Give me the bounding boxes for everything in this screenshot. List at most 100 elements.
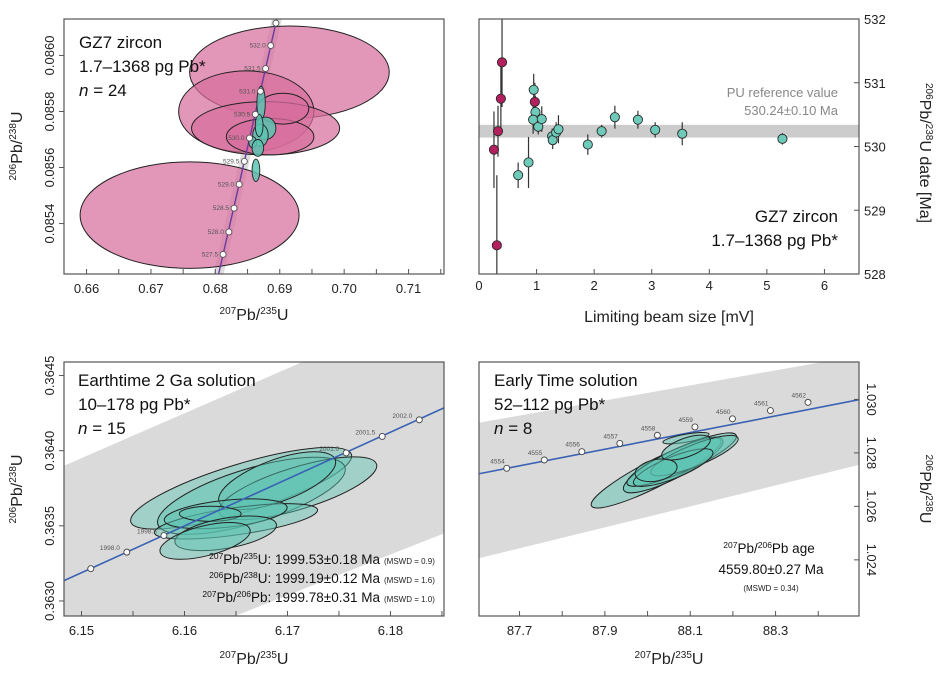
x-tick-label: 0.70 bbox=[332, 281, 357, 296]
error-ellipse-teal bbox=[218, 456, 378, 521]
concordia-age-marker bbox=[540, 456, 548, 464]
concordia-age-marker bbox=[160, 532, 168, 540]
panel-earthtime-2ga: 1998.0 1998.5 2001.0 2001.5 2002.0 6.15 6.16 6.… bbox=[8, 356, 445, 668]
panel-title-n: n = 24 bbox=[79, 81, 127, 100]
y-tick-label: 0.0860 bbox=[42, 36, 57, 76]
superscript: 207 bbox=[723, 540, 737, 550]
data-point-teal bbox=[528, 84, 539, 95]
result-line: 207Pb/206Pb: 1999.78±0.31 Ma bbox=[202, 589, 380, 605]
annotation-line2: 1.7–1368 pg Pb* bbox=[711, 231, 838, 250]
concordia-age-marker bbox=[691, 423, 699, 431]
label-part: U: 1999.19±0.12 Ma bbox=[258, 571, 381, 586]
data-point-teal bbox=[609, 112, 620, 123]
concordia-age-label: 531.5 bbox=[244, 66, 261, 73]
concordia-age-marker bbox=[729, 415, 736, 423]
y-tick-label: 0.0856 bbox=[42, 148, 57, 188]
concordia-age-marker bbox=[123, 548, 131, 556]
result-age: 4559.80±0.27 Ma bbox=[719, 562, 824, 577]
error-ellipse-teal bbox=[251, 139, 265, 157]
concordia-age-label: 4555 bbox=[528, 450, 543, 457]
panel-gz7-beam-size: PU reference value 530.24±0.10 Ma 0 1 2 3 4 5 6 5… bbox=[475, 12, 934, 326]
reference-value: 530.24±0.10 Ma bbox=[744, 103, 839, 118]
error-ellipse-teal bbox=[661, 434, 711, 461]
x-tick-label: 87.7 bbox=[507, 623, 532, 638]
label-part: Pb/ bbox=[9, 482, 26, 507]
concordia-age-label: 2001.5 bbox=[355, 429, 375, 436]
superscript: 206 bbox=[8, 506, 19, 523]
superscript: 207 bbox=[220, 306, 237, 317]
concordia-age-marker bbox=[256, 87, 264, 95]
plot-frame bbox=[63, 361, 445, 617]
y-tick-label: 1.030 bbox=[864, 383, 879, 416]
label-part: Pb/ bbox=[236, 651, 261, 668]
concordia-age-marker bbox=[87, 565, 95, 573]
error-ellipse-teal bbox=[254, 113, 264, 138]
concordia-age-marker bbox=[235, 180, 243, 188]
y-tick-label: 1.026 bbox=[864, 490, 879, 523]
panel-gz7-concordia: 527.5 528.0 528.5 529.0 529.5 530.0 530.5 531.0… bbox=[8, 18, 445, 324]
reference-label: PU reference value bbox=[727, 85, 838, 100]
data-point-teal bbox=[650, 124, 661, 135]
concordia-age-marker bbox=[267, 42, 275, 50]
concordia-age-label: 531.0 bbox=[239, 88, 256, 95]
concordia-age-label: 528.5 bbox=[213, 205, 230, 212]
label-part: Pb/ bbox=[651, 651, 676, 668]
concordia-age-marker bbox=[503, 464, 511, 472]
y-tick-label: 530 bbox=[864, 140, 886, 155]
concordia-age-label: 4556 bbox=[565, 442, 580, 449]
y-tick-label: 529 bbox=[864, 203, 886, 218]
concordia-age-label: 4560 bbox=[716, 409, 731, 416]
error-ellipse-teal bbox=[634, 458, 678, 483]
concordia-age-marker bbox=[804, 398, 812, 406]
superscript: 238 bbox=[923, 124, 934, 141]
data-point-pink bbox=[495, 93, 506, 104]
superscript: 238 bbox=[8, 123, 19, 140]
label-part: U date [Ma] bbox=[916, 140, 933, 223]
concordia-age-label: 1998.5 bbox=[137, 529, 157, 536]
y-tick-label: 532 bbox=[864, 12, 886, 27]
y-tick-label: 1.024 bbox=[864, 544, 879, 577]
concordia-age-marker bbox=[251, 110, 259, 118]
y-axis-title: 206Pb/238U date [Ma] bbox=[916, 83, 934, 223]
panel-title-line1: Early Time solution bbox=[494, 371, 638, 390]
label-part: U bbox=[916, 512, 933, 524]
x-tick-label: 5 bbox=[763, 278, 770, 293]
mswd-label: (MSWD = 0.9) bbox=[384, 557, 435, 566]
data-point-pink bbox=[496, 57, 508, 68]
concordia-age-marker bbox=[342, 449, 350, 457]
superscript: 238 bbox=[923, 495, 934, 512]
y-axis-title: 206Pb/238U bbox=[8, 455, 26, 524]
concordia-age-label: 530.5 bbox=[234, 111, 251, 118]
concordia-age-marker bbox=[653, 431, 661, 439]
concordia-age-marker bbox=[415, 416, 423, 424]
concordia-age-label: 529.5 bbox=[223, 158, 240, 165]
plot-frame bbox=[478, 361, 860, 617]
x-tick-label: 0.71 bbox=[396, 281, 421, 296]
concordia-age-label: 529.0 bbox=[218, 181, 235, 188]
concordia-age-marker bbox=[578, 448, 586, 456]
y-tick-label: 0.3645 bbox=[42, 356, 57, 396]
x-tick-label: 0.66 bbox=[74, 281, 99, 296]
concordia-age-marker bbox=[616, 439, 624, 447]
superscript: 206 bbox=[923, 83, 934, 100]
concordia-age-marker bbox=[246, 134, 253, 142]
label-part: Pb/ bbox=[9, 139, 26, 164]
x-axis-title: 207Pb/235U bbox=[220, 650, 289, 668]
concordia-age-marker bbox=[262, 65, 270, 73]
x-tick-label: 0.69 bbox=[267, 281, 292, 296]
concordia-age-marker bbox=[378, 432, 386, 440]
data-point-teal bbox=[582, 139, 593, 150]
label-part: U bbox=[9, 112, 26, 124]
annotation-line1: GZ7 zircon bbox=[755, 207, 838, 226]
concordia-age-label: 4559 bbox=[678, 417, 693, 424]
data-point-pink bbox=[529, 96, 540, 107]
n-italic: n bbox=[78, 419, 87, 438]
data-point-teal bbox=[596, 126, 607, 137]
y-tick-label: 528 bbox=[864, 267, 886, 282]
plot-area: 1998.0 1998.5 2001.0 2001.5 2002.0 bbox=[64, 362, 444, 616]
concordia-age-marker bbox=[230, 204, 238, 212]
data-point-teal bbox=[523, 157, 534, 168]
superscript: 206 bbox=[8, 163, 19, 180]
reference-band bbox=[479, 124, 859, 138]
data-point-pink bbox=[491, 240, 502, 251]
